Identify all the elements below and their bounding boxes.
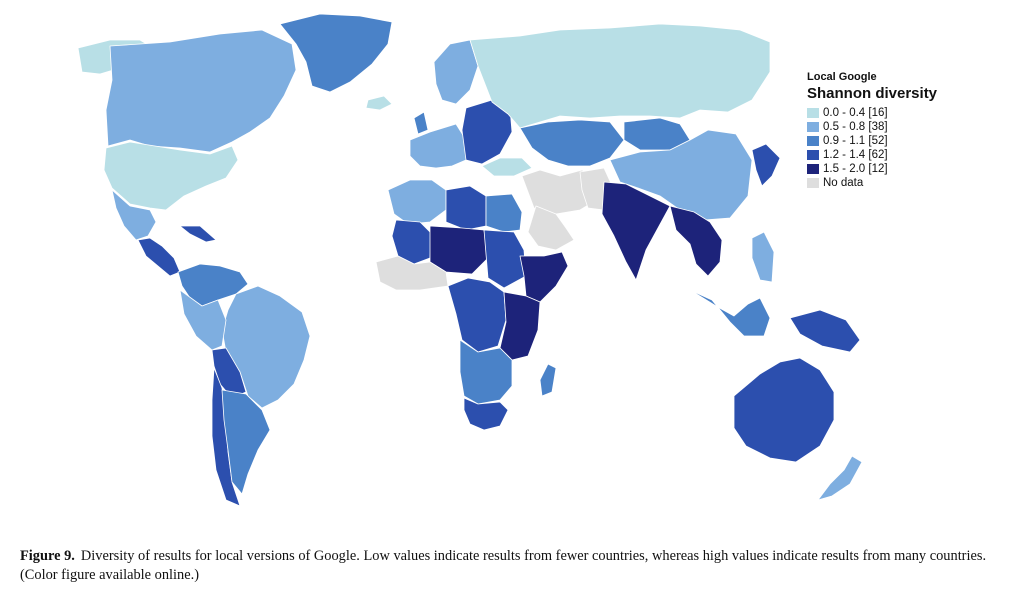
region-russia (469, 23, 771, 129)
region-south-africa (539, 363, 557, 397)
legend-item: 0.5 - 0.8 [38] (807, 120, 987, 134)
region-uk (413, 111, 429, 135)
world-map (77, 13, 863, 507)
legend-swatch (807, 108, 819, 118)
region-east-africa (459, 339, 513, 405)
region-greenland (279, 13, 393, 93)
region-peru-ecuador (179, 289, 227, 351)
region-libya (485, 193, 523, 233)
legend-swatch (807, 150, 819, 160)
legend-item: 0.0 - 0.4 [16] (807, 106, 987, 120)
region-iran (527, 205, 575, 251)
region-mongolia (609, 129, 753, 221)
legend-label: 0.0 - 0.4 [16] (823, 107, 888, 119)
region-sahel (483, 229, 527, 289)
region-sudan (375, 255, 449, 291)
legend-swatch (807, 178, 819, 188)
region-mali (429, 225, 489, 275)
region-australia (817, 455, 863, 501)
region-scandinavia (433, 39, 479, 105)
caption-label: Figure 9. (20, 548, 75, 564)
world-map-figure: Local Google Shannon diversity 0.0 - 0.4… (77, 13, 987, 507)
legend-label: 1.2 - 1.4 [62] (823, 149, 888, 161)
region-central-africa (499, 291, 541, 361)
region-turkey (481, 157, 533, 177)
region-usa (103, 141, 239, 211)
region-india (669, 205, 723, 277)
region-central-america (137, 237, 181, 277)
legend-subtitle: Local Google (807, 71, 877, 83)
region-new-guinea (733, 357, 835, 463)
region-iceland (365, 95, 393, 111)
legend-item: No data (807, 176, 987, 190)
legend-title: Shannon diversity (807, 85, 938, 102)
region-korea-japan (751, 231, 775, 283)
region-western-europe (409, 123, 467, 169)
region-indonesia (789, 309, 861, 353)
region-pakistan (601, 181, 671, 281)
legend-swatch (807, 136, 819, 146)
legend-label: No data (823, 177, 864, 189)
legend-swatch (807, 122, 819, 132)
legend-item: 0.9 - 1.1 [52] (807, 134, 987, 148)
region-southern-africa (463, 397, 509, 431)
region-west-africa (519, 251, 569, 303)
figure-caption: Figure 9. Diversity of results for local … (20, 547, 995, 585)
region-new-zealand (387, 179, 447, 225)
region-southeast-asia (751, 143, 781, 187)
region-mexico (111, 189, 157, 241)
region-horn-of-africa (447, 277, 507, 353)
legend-item: 1.2 - 1.4 [62] (807, 148, 987, 162)
caption-text: Diversity of results for local versions … (20, 548, 987, 583)
region-egypt (391, 219, 433, 265)
region-cuba (179, 225, 217, 243)
legend-label: 1.5 - 2.0 [12] (823, 163, 888, 175)
region-argentina (221, 389, 271, 495)
legend: Local Google Shannon diversity 0.0 - 0.4… (807, 71, 987, 190)
region-philippines (689, 289, 771, 337)
region-canada (105, 29, 297, 153)
legend-swatch (807, 164, 819, 174)
region-north-africa-west (445, 185, 487, 231)
region-saudi-arabia (519, 119, 625, 167)
legend-label: 0.9 - 1.1 [52] (823, 135, 888, 147)
legend-item: 1.5 - 2.0 [12] (807, 162, 987, 176)
legend-label: 0.5 - 0.8 [38] (823, 121, 888, 133)
